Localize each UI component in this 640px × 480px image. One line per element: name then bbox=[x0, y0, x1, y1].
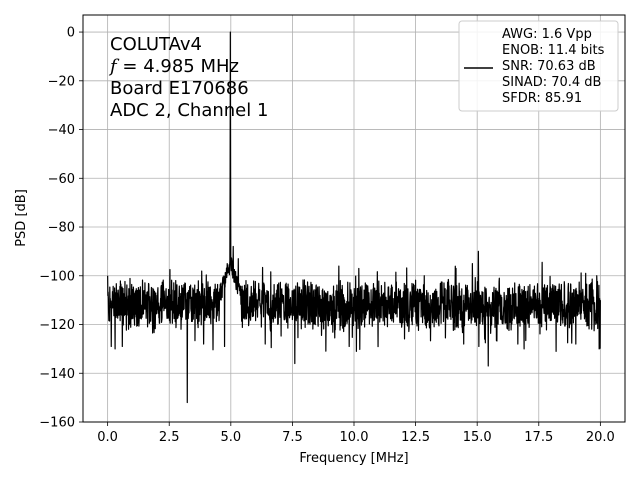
x-tick-label: 17.5 bbox=[524, 430, 553, 445]
y-tick-label: −40 bbox=[48, 123, 75, 138]
legend: AWG: 1.6 Vpp ENOB: 11.4 bits SNR: 70.63 … bbox=[458, 20, 619, 112]
annotation-line-3: Board E170686 bbox=[110, 78, 249, 99]
legend-box bbox=[458, 20, 619, 112]
y-tick-label: −80 bbox=[48, 221, 75, 236]
series-layer bbox=[107, 31, 601, 404]
y-tick-label: −140 bbox=[39, 367, 75, 382]
x-axis-label: Frequency [MHz] bbox=[299, 451, 408, 466]
x-tick-label: 15.0 bbox=[463, 430, 492, 445]
x-tick-label: 12.5 bbox=[401, 430, 430, 445]
x-tick-label: 7.5 bbox=[282, 430, 303, 445]
psd-series-line bbox=[107, 31, 601, 404]
x-tick-label: 2.5 bbox=[159, 430, 180, 445]
annotation-line-4: ADC 2, Channel 1 bbox=[110, 100, 268, 121]
legend-line-2: ENOB: 11.4 bits bbox=[502, 43, 605, 58]
plot-frame bbox=[82, 14, 626, 423]
legend-line-3: SNR: 70.63 dB bbox=[502, 59, 596, 74]
y-tick-label: −60 bbox=[48, 172, 75, 187]
ticks: 0.0 2.5 5.0 7.5 10.0 12.5 15.0 17.5 20.0 0 −20 −40 −… bbox=[39, 26, 615, 445]
annotation-line-2: f = 4.985 MHz bbox=[108, 56, 239, 77]
legend-line-4: SINAD: 70.4 dB bbox=[502, 75, 601, 90]
y-tick-label: −20 bbox=[48, 74, 75, 89]
x-tick-label: 0.0 bbox=[97, 430, 118, 445]
x-tick-label: 5.0 bbox=[220, 430, 241, 445]
y-axis-label: PSD [dB] bbox=[14, 189, 29, 247]
y-tick-label: −160 bbox=[39, 416, 75, 431]
x-tick-label: 10.0 bbox=[340, 430, 369, 445]
y-tick-label: −120 bbox=[39, 318, 75, 333]
legend-line-1: AWG: 1.6 Vpp bbox=[502, 27, 592, 42]
annotation-line-1: COLUTAv4 bbox=[110, 34, 202, 55]
x-tick-label: 20.0 bbox=[586, 430, 615, 445]
legend-line-5: SFDR: 85.91 bbox=[502, 91, 582, 106]
y-tick-label: −100 bbox=[39, 269, 75, 284]
annotation: COLUTAv4 f = 4.985 MHz Board E170686 ADC… bbox=[108, 34, 268, 121]
y-tick-label: 0 bbox=[67, 26, 75, 41]
